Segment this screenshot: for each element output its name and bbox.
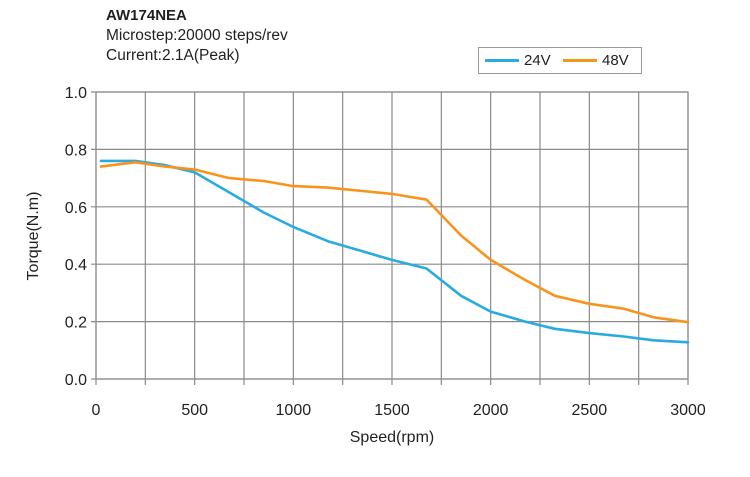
chart-subtitle-current: Current:2.1A(Peak) bbox=[106, 47, 240, 64]
x-tick-label: 3000 bbox=[670, 402, 706, 419]
y-tick-label: 0.6 bbox=[65, 200, 87, 217]
y-tick-label: 0.0 bbox=[65, 372, 87, 389]
legend-swatch-48v bbox=[563, 59, 597, 62]
legend-label-24v: 24V bbox=[524, 52, 551, 69]
grid bbox=[91, 91, 689, 385]
x-axis-title: Speed(rpm) bbox=[350, 429, 434, 446]
chart-title: AW174NEA bbox=[106, 7, 187, 24]
series-lines bbox=[99, 159, 690, 344]
legend: 24V 48V bbox=[478, 47, 642, 74]
tick-labels: 0 500 1000 1500 2000 2500 3000 0.0 0.2 0.4 0.6 0.8 1… bbox=[65, 85, 706, 419]
chart-subtitle-microstep: Microstep:20000 steps/rev bbox=[106, 27, 288, 44]
x-tick-label: 1000 bbox=[276, 402, 312, 419]
y-tick-label: 1.0 bbox=[65, 85, 87, 102]
y-axis-title: Torque(N.m) bbox=[25, 192, 42, 281]
legend-label-48v: 48V bbox=[602, 52, 629, 69]
y-tick-label: 0.8 bbox=[65, 142, 87, 159]
series-line-24v bbox=[99, 159, 690, 344]
x-tick-label: 0 bbox=[92, 402, 101, 419]
x-tick-label: 1500 bbox=[374, 402, 410, 419]
axes bbox=[95, 91, 689, 380]
y-tick-label: 0.4 bbox=[65, 257, 87, 274]
legend-swatch-24v bbox=[485, 59, 519, 62]
legend-item-48v: 48V bbox=[563, 52, 629, 69]
x-tick-label: 2000 bbox=[473, 402, 509, 419]
plot-frame bbox=[95, 91, 689, 380]
series-line-48v bbox=[99, 161, 690, 324]
y-tick-label: 0.2 bbox=[65, 315, 87, 332]
legend-item-24v: 24V bbox=[485, 52, 551, 69]
x-tick-label: 500 bbox=[181, 402, 208, 419]
x-tick-label: 2500 bbox=[572, 402, 608, 419]
